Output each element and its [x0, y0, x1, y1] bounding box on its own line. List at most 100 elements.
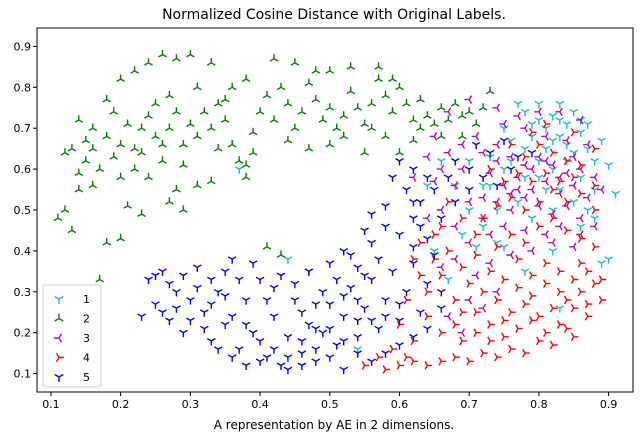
data-point — [403, 352, 412, 362]
data-point — [591, 144, 600, 153]
data-point — [367, 276, 376, 285]
data-point — [67, 144, 77, 152]
data-point — [520, 160, 528, 170]
data-point — [528, 127, 537, 137]
data-point — [436, 157, 446, 166]
data-point — [499, 222, 507, 231]
data-point — [464, 95, 473, 104]
data-point — [569, 242, 577, 252]
data-point — [576, 213, 584, 223]
data-point — [339, 292, 349, 301]
data-point — [590, 222, 598, 231]
data-point — [478, 182, 488, 191]
data-point — [471, 132, 480, 141]
data-point — [436, 205, 445, 215]
data-point — [396, 320, 405, 329]
data-point — [248, 148, 258, 156]
data-point — [74, 185, 84, 193]
data-point — [438, 328, 446, 338]
data-point — [262, 297, 272, 305]
data-point — [151, 272, 160, 280]
data-point — [290, 297, 300, 305]
data-point — [478, 223, 488, 231]
data-point — [60, 148, 70, 156]
legend-label: 4 — [83, 352, 90, 365]
data-point — [158, 140, 167, 148]
data-point — [591, 205, 600, 215]
data-point — [276, 82, 286, 91]
data-point — [569, 181, 577, 190]
data-point — [452, 320, 460, 329]
data-point — [402, 186, 411, 195]
data-point — [563, 324, 572, 333]
data-point — [241, 160, 251, 168]
data-point — [416, 309, 425, 317]
data-point — [374, 74, 383, 83]
data-point — [508, 140, 516, 149]
data-point — [542, 279, 551, 288]
data-point — [459, 336, 467, 346]
data-point — [409, 135, 418, 144]
data-point — [487, 164, 495, 174]
data-point — [234, 156, 244, 164]
data-point — [570, 275, 579, 284]
data-point — [480, 213, 488, 223]
data-point — [555, 107, 563, 117]
data-point — [241, 172, 251, 181]
data-point — [515, 283, 523, 293]
data-point — [562, 168, 570, 178]
legend-marker — [54, 333, 63, 343]
data-point — [548, 160, 556, 170]
data-point — [388, 268, 397, 276]
data-point — [297, 362, 307, 370]
data-point — [248, 127, 258, 136]
data-point — [424, 312, 432, 321]
data-point — [464, 157, 474, 166]
data-point — [563, 197, 572, 207]
data-point — [576, 164, 584, 174]
data-point — [485, 182, 495, 191]
data-point — [116, 140, 125, 148]
x-tick-label: 0.5 — [321, 398, 339, 411]
data-point — [563, 226, 572, 235]
data-point — [382, 365, 391, 374]
data-point — [508, 230, 516, 239]
data-point — [318, 329, 328, 338]
data-point — [429, 132, 438, 141]
data-point — [262, 354, 272, 362]
data-point — [528, 271, 537, 280]
data-point — [443, 276, 453, 285]
data-point — [487, 320, 495, 329]
data-point — [213, 99, 223, 107]
data-point — [499, 137, 509, 146]
data-point — [464, 207, 474, 215]
data-point — [563, 156, 572, 166]
data-point — [555, 222, 563, 231]
data-point — [318, 288, 328, 297]
data-point — [591, 181, 600, 190]
data-point — [569, 152, 577, 162]
data-point — [549, 213, 558, 223]
data-point — [304, 144, 314, 152]
data-point — [457, 140, 466, 149]
data-point — [457, 164, 466, 174]
data-point — [527, 246, 535, 256]
data-point — [395, 317, 404, 325]
data-point — [416, 223, 425, 231]
data-point — [522, 205, 530, 215]
data-point — [346, 252, 356, 260]
data-point — [556, 320, 565, 329]
data-point — [520, 145, 530, 154]
data-point — [206, 123, 216, 132]
data-point — [478, 193, 487, 203]
data-point — [473, 307, 481, 317]
data-point — [492, 103, 501, 113]
data-point — [116, 172, 125, 181]
data-point — [528, 316, 537, 325]
data-point — [508, 307, 516, 317]
data-point — [165, 90, 174, 99]
data-point — [116, 74, 125, 83]
data-point — [416, 95, 425, 103]
data-point — [429, 252, 439, 260]
data-point — [542, 119, 551, 129]
